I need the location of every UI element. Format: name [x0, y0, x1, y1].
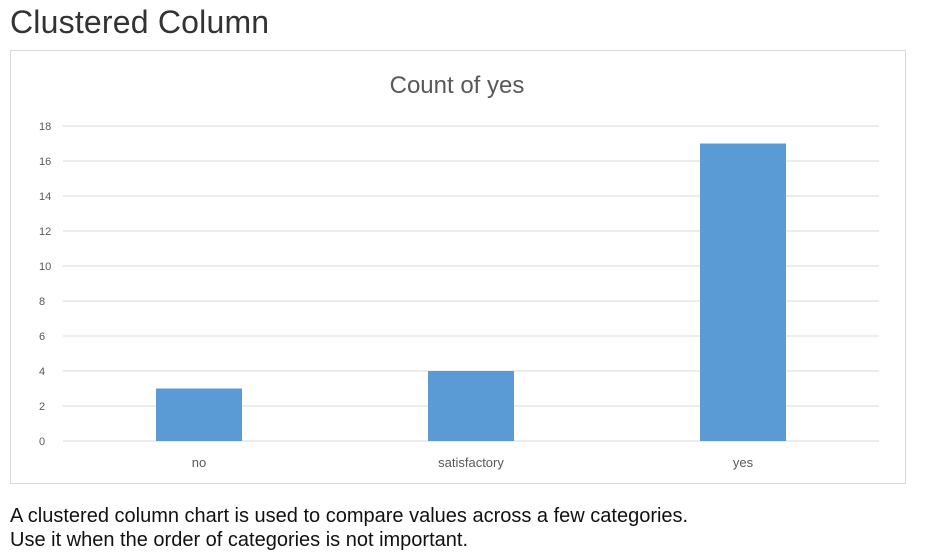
y-tick-label: 2 — [39, 401, 45, 413]
y-axis-ticks: 0 2 4 6 8 10 12 14 16 18 — [39, 121, 51, 448]
x-category-label: yes — [733, 455, 754, 470]
y-tick-label: 16 — [39, 156, 51, 168]
chart-area: Count of yes 0 2 4 6 8 10 12 14 16 18 no satisfact… — [10, 50, 906, 484]
y-tick-label: 12 — [39, 226, 51, 238]
y-tick-label: 10 — [39, 261, 51, 273]
page-title: Clustered Column — [10, 4, 270, 40]
chart-title: Count of yes — [390, 72, 525, 99]
y-tick-label: 18 — [39, 121, 51, 133]
bar-yes — [700, 143, 786, 441]
x-category-label: satisfactory — [438, 455, 504, 470]
x-axis-labels: no satisfactory yes — [192, 455, 754, 470]
chart-description: A clustered column chart is used to comp… — [10, 504, 688, 552]
bars — [156, 143, 786, 441]
y-tick-label: 4 — [39, 366, 45, 378]
x-category-label: no — [192, 455, 206, 470]
description-line-1: A clustered column chart is used to comp… — [10, 505, 689, 527]
column-chart: Count of yes 0 2 4 6 8 10 12 14 16 18 no satisfact… — [39, 72, 879, 470]
y-tick-label: 14 — [39, 191, 51, 203]
y-tick-label: 0 — [39, 436, 45, 448]
bar-no — [156, 388, 242, 441]
description-line-2: Use it when the order of categories is n… — [10, 529, 469, 551]
y-tick-label: 6 — [39, 331, 45, 343]
bar-satisfactory — [428, 371, 514, 441]
y-tick-label: 8 — [39, 296, 45, 308]
